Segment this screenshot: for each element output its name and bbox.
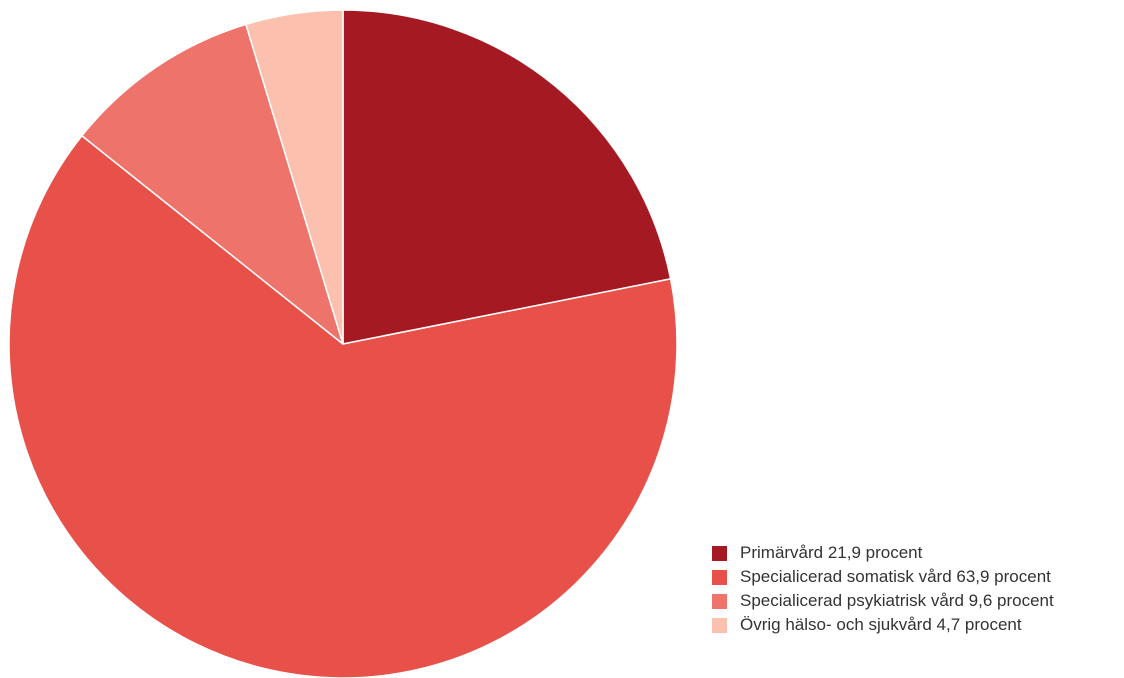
chart-legend: Primärvård 21,9 procent Specialicerad so… — [712, 541, 1054, 637]
legend-label-somatisk: Specialicerad somatisk vård 63,9 procent — [740, 567, 1051, 586]
legend-label-primarvard: Primärvård 21,9 procent — [740, 543, 923, 562]
legend-item-somatisk: Specialicerad somatisk vård 63,9 procent — [712, 565, 1054, 589]
legend-item-primarvard: Primärvård 21,9 procent — [712, 541, 1054, 565]
legend-swatch-somatisk — [712, 569, 727, 585]
legend-swatch-psykiatrisk — [712, 593, 727, 609]
pie-slice-primarvard — [342, 9, 672, 345]
legend-item-ovrig: Övrig hälso- och sjukvård 4,7 procent — [712, 613, 1054, 637]
pie-chart — [8, 9, 678, 678]
legend-label-ovrig: Övrig hälso- och sjukvård 4,7 procent — [740, 615, 1022, 634]
legend-item-psykiatrisk: Specialicerad psykiatrisk vård 9,6 proce… — [712, 589, 1054, 613]
pie-slice-psykiatrisk — [81, 23, 344, 345]
legend-swatch-primarvard — [712, 545, 727, 561]
pie-slice-ovrig — [245, 9, 344, 345]
legend-label-psykiatrisk: Specialicerad psykiatrisk vård 9,6 proce… — [740, 591, 1054, 610]
legend-swatch-ovrig — [712, 617, 727, 633]
pie-slice-somatisk — [8, 135, 678, 678]
